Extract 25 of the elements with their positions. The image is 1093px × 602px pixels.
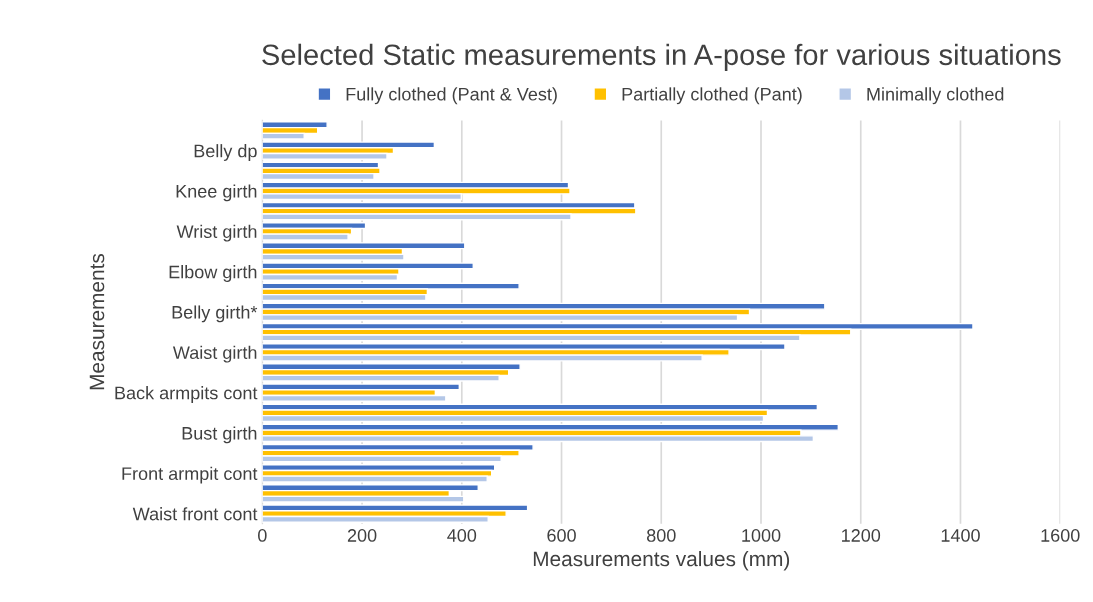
y-tick-label: Belly dp: [194, 144, 257, 161]
x-tick-label: 0: [258, 529, 267, 542]
y-tick-label: Front armpit cont: [122, 466, 258, 484]
y-tick-label: Belly girth*: [172, 305, 258, 323]
legend-label: Minimally clothed: [867, 87, 1004, 105]
y-axis-title: Measurements: [89, 253, 105, 390]
legend-label: Fully clothed (Pant & Vest): [346, 87, 557, 105]
y-tick-label: Waist front cont: [132, 507, 258, 521]
x-tick-label: 1600: [1041, 529, 1080, 542]
x-tick-label: 1200: [842, 529, 881, 542]
x-tick-label: 400: [447, 529, 477, 542]
legend-label: Partially clothed (Pant): [622, 87, 802, 105]
chart-title: Selected Static measurements in A-pose for various situations: [262, 43, 1061, 71]
y-tick-label: Wrist girth: [176, 224, 257, 242]
x-tick-label: 800: [646, 529, 676, 542]
x-tick-label: 600: [547, 529, 576, 542]
x-tick-label: 200: [347, 529, 377, 542]
x-axis-title: Measurements values (mm): [533, 550, 790, 571]
y-tick-label: Waist girth: [172, 345, 257, 363]
y-tick-label: Knee girth: [176, 184, 257, 202]
x-tick-label: 1400: [941, 529, 980, 542]
x-tick-label: 1000: [742, 529, 781, 542]
y-tick-label: Back armpits cont: [115, 386, 258, 403]
y-tick-label: Bust girth: [182, 426, 257, 444]
y-tick-label: Elbow girth: [169, 265, 257, 282]
